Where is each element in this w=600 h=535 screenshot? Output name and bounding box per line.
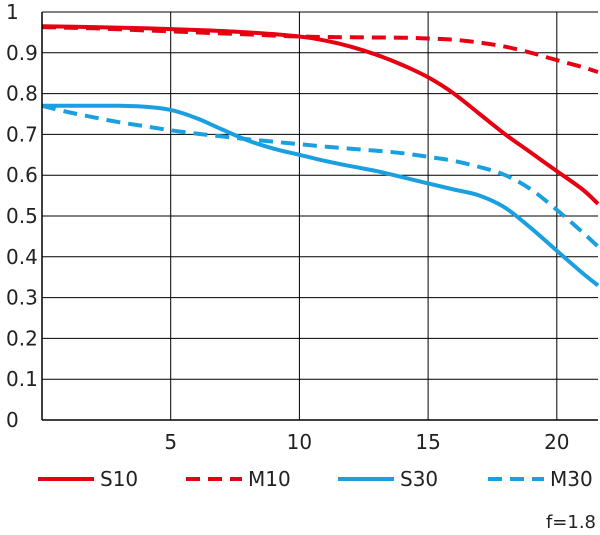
y-tick-label: 0.1 [6,367,38,391]
y-tick-label: 0.2 [6,326,38,350]
y-tick-label: 0.6 [6,163,38,187]
y-tick-label: 1 [6,0,19,24]
series-line-m30 [41,103,600,249]
legend-label-s10: S10 [100,467,138,491]
y-tick-label: 0.8 [6,82,38,106]
x-tick-label: 5 [164,430,177,454]
legend-label-s30: S30 [400,467,438,491]
series-line-s10 [41,24,600,206]
legend-label-m10: M10 [248,467,291,491]
y-tick-label: 0.7 [6,122,38,146]
series-line-s30 [42,103,600,287]
x-tick-label: 15 [415,430,440,454]
grid [42,11,598,421]
x-tick-label: 10 [287,430,312,454]
aperture-note: f=1.8 [546,512,596,533]
series-lines [41,24,600,287]
legend: S10 M10 S30 M30 [38,467,593,491]
axes: 00.10.20.30.40.50.60.70.80.915 10 15 20 [6,0,598,454]
y-tick-label: 0.4 [6,245,38,269]
y-tick-label: 0.9 [6,41,38,65]
y-tick-label: 0.3 [6,286,38,310]
series-line-m10 [41,25,599,74]
x-tick-label: 20 [544,430,569,454]
legend-label-m30: M30 [550,467,593,491]
y-tick-label: 0 [6,408,19,432]
y-tick-label: 0.5 [6,204,38,228]
